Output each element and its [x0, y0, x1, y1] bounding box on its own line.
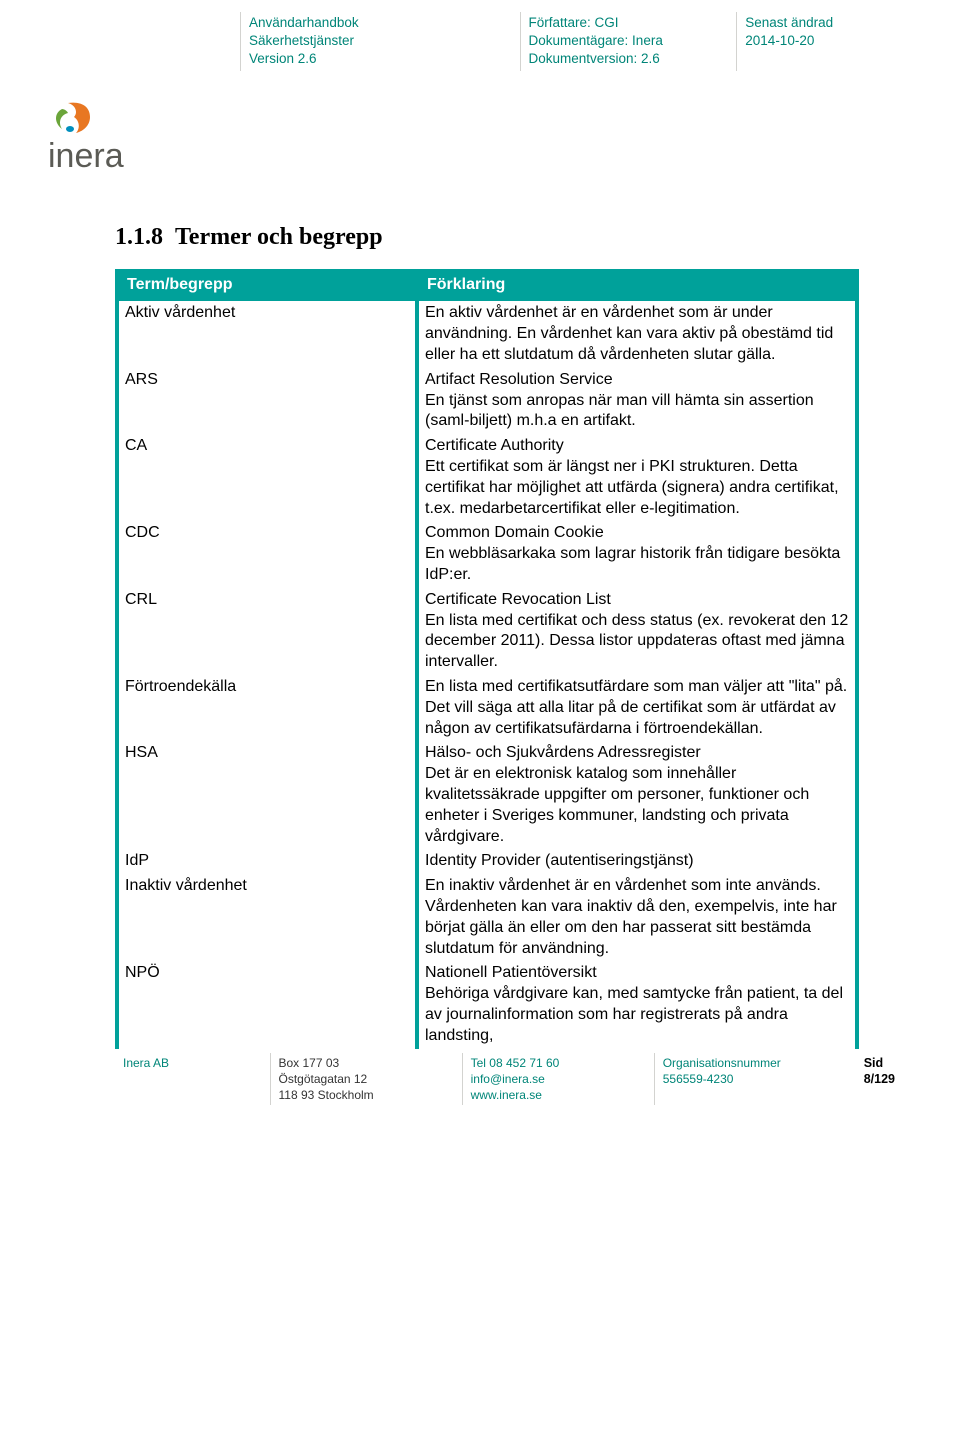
cell-term: CA [117, 434, 417, 521]
footer-page: Sid 8/129 [856, 1053, 905, 1106]
th-desc: Förklaring [417, 269, 857, 302]
table-row: FörtroendekällaEn lista med certifikatsu… [117, 675, 857, 741]
table-header-row: Term/begrepp Förklaring [117, 269, 857, 302]
footer-text: info@inera.se [471, 1071, 644, 1087]
table-row: CDCCommon Domain Cookie En webbläsarkaka… [117, 521, 857, 587]
cell-desc: Certificate Authority Ett certifikat som… [417, 434, 857, 521]
table-row: ARSArtifact Resolution Service En tjänst… [117, 368, 857, 434]
meta-text: Författare: CGI [529, 14, 727, 32]
th-term: Term/begrepp [117, 269, 417, 302]
footer-address: Box 177 03 Östgötagatan 12 118 93 Stockh… [270, 1053, 462, 1106]
footer-text: Östgötagatan 12 [279, 1071, 452, 1087]
table-row: Aktiv vårdenhetEn aktiv vårdenhet är en … [117, 301, 857, 367]
footer-text: Inera AB [123, 1055, 260, 1071]
footer-text: Organisationsnummer [663, 1055, 846, 1071]
page-number: Sid 8/129 [864, 1055, 895, 1089]
cell-term: NPÖ [117, 961, 417, 1048]
terms-table: Term/begrepp Förklaring Aktiv vårdenhetE… [115, 269, 859, 1049]
meta-text: Version 2.6 [249, 50, 510, 68]
cell-term: HSA [117, 741, 417, 849]
footer-text: Box 177 03 [279, 1055, 452, 1071]
cell-desc: Artifact Resolution Service En tjänst so… [417, 368, 857, 434]
section-title: Termer och begrepp [175, 224, 383, 250]
inera-logo-icon: inera [40, 99, 170, 179]
cell-desc: Nationell Patientöversikt Behöriga vårdg… [417, 961, 857, 1048]
table-row: HSAHälso- och Sjukvårdens Adressregister… [117, 741, 857, 849]
meta-text: Säkerhetstjänster [249, 32, 510, 50]
cell-desc: En lista med certifikatsutfärdare som ma… [417, 675, 857, 741]
meta-text: Dokumentägare: Inera [529, 32, 727, 50]
meta-text: Dokumentversion: 2.6 [529, 50, 727, 68]
table-row: Inaktiv vårdenhetEn inaktiv vårdenhet är… [117, 874, 857, 961]
cell-desc: Common Domain Cookie En webbläsarkaka so… [417, 521, 857, 587]
meta-col-1: Användarhandbok Säkerhetstjänster Versio… [240, 12, 520, 71]
footer-text: Tel 08 452 71 60 [471, 1055, 644, 1071]
table-row: CRLCertificate Revocation List En lista … [117, 588, 857, 675]
table-row: NPÖNationell Patientöversikt Behöriga vå… [117, 961, 857, 1048]
cell-desc: Certificate Revocation List En lista med… [417, 588, 857, 675]
footer-org: Organisationsnummer 556559-4230 [654, 1053, 856, 1106]
cell-term: IdP [117, 849, 417, 874]
footer-company: Inera AB [115, 1053, 270, 1106]
meta-col-3: Senast ändrad 2014-10-20 [736, 12, 900, 71]
cell-desc: Identity Provider (autentiseringstjänst) [417, 849, 857, 874]
section-heading: 1.1.8 Termer och begrepp [115, 224, 900, 251]
header-meta: Användarhandbok Säkerhetstjänster Versio… [240, 12, 900, 71]
footer-text: 556559-4230 [663, 1071, 846, 1087]
document-page: Användarhandbok Säkerhetstjänster Versio… [0, 0, 960, 1135]
table-row: IdPIdentity Provider (autentiseringstjän… [117, 849, 857, 874]
table-row: CACertificate Authority Ett certifikat s… [117, 434, 857, 521]
cell-term: Inaktiv vårdenhet [117, 874, 417, 961]
page-footer: Inera AB Box 177 03 Östgötagatan 12 118 … [115, 1053, 905, 1106]
meta-text: Senast ändrad [745, 14, 890, 32]
footer-text: 118 93 Stockholm [279, 1087, 452, 1103]
footer-text: www.inera.se [471, 1087, 644, 1103]
footer-contact: Tel 08 452 71 60 info@inera.se www.inera… [462, 1053, 654, 1106]
logo-text: inera [48, 137, 124, 175]
cell-term: CDC [117, 521, 417, 587]
meta-text: 2014-10-20 [745, 32, 890, 50]
section-number: 1.1.8 [115, 224, 163, 250]
meta-text: Användarhandbok [249, 14, 510, 32]
cell-term: CRL [117, 588, 417, 675]
logo: inera [40, 99, 900, 184]
meta-col-2: Författare: CGI Dokumentägare: Inera Dok… [520, 12, 737, 71]
cell-term: Förtroendekälla [117, 675, 417, 741]
cell-term: Aktiv vårdenhet [117, 301, 417, 367]
cell-desc: En inaktiv vårdenhet är en vårdenhet som… [417, 874, 857, 961]
cell-desc: Hälso- och Sjukvårdens Adressregister De… [417, 741, 857, 849]
cell-desc: En aktiv vårdenhet är en vårdenhet som ä… [417, 301, 857, 367]
cell-term: ARS [117, 368, 417, 434]
